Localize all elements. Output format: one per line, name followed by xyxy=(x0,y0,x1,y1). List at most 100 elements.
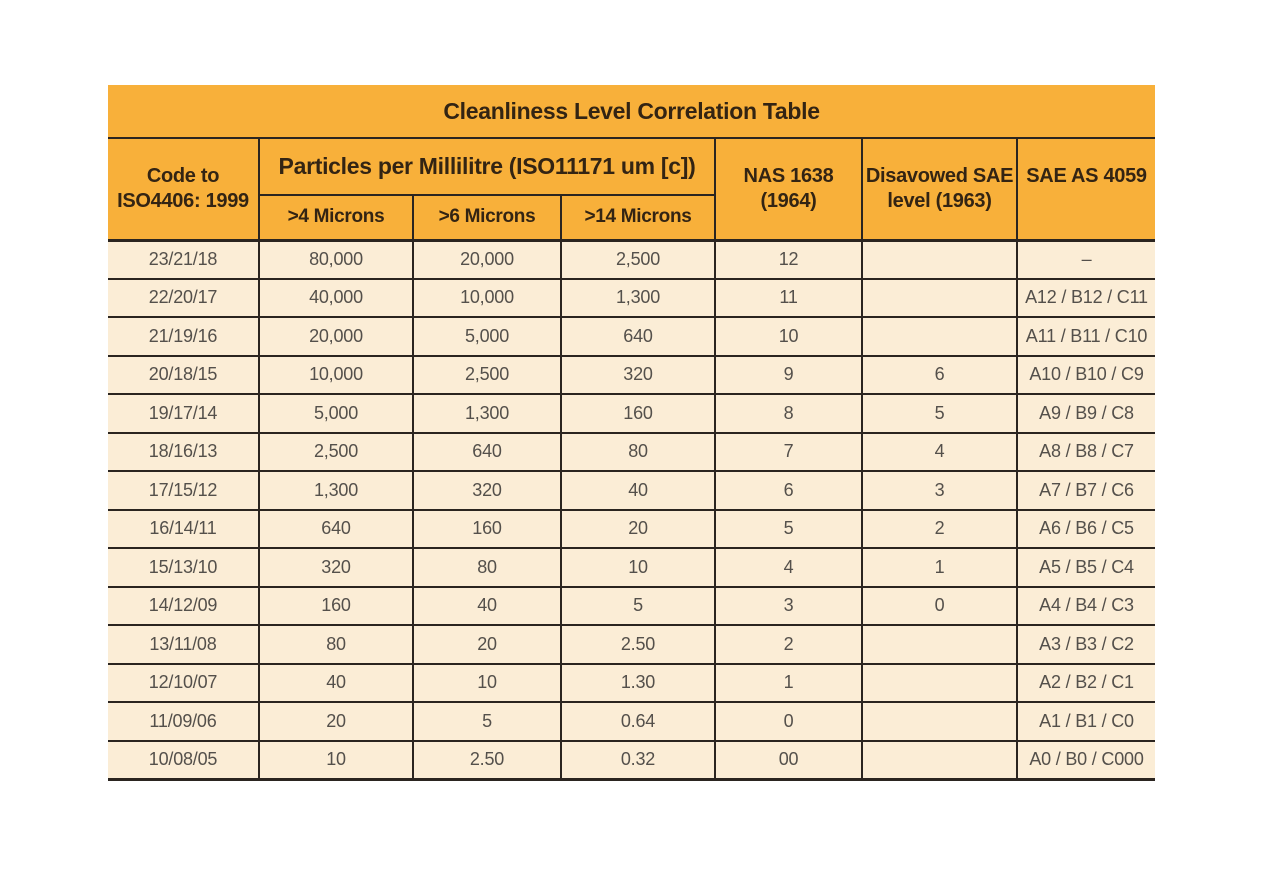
cell-disavowed-sae xyxy=(861,624,1018,665)
cell-gt6-microns: 10 xyxy=(412,662,562,703)
col-header-nas-line1: NAS 1638 xyxy=(743,164,834,187)
cell-gt4-microns: 320 xyxy=(258,547,414,588)
cell-gt6-microns: 160 xyxy=(412,508,562,549)
cell-gt14-microns: 80 xyxy=(560,431,716,472)
col-header-gt4-microns: >4 Microns xyxy=(258,195,414,242)
cell-iso4406-code: 19/17/14 xyxy=(108,393,260,434)
cell-gt4-microns: 80 xyxy=(258,624,414,665)
col-header-sae-as-4059: SAE AS 4059 xyxy=(1015,138,1156,242)
cell-nas-1638: 4 xyxy=(714,547,863,588)
cell-gt14-microns: 5 xyxy=(560,585,716,626)
cell-nas-1638: 11 xyxy=(714,277,863,318)
cell-iso4406-code: 22/20/17 xyxy=(108,277,260,318)
cell-gt14-microns: 320 xyxy=(560,354,716,395)
cell-nas-1638: 12 xyxy=(714,239,863,280)
table-title: Cleanliness Level Correlation Table xyxy=(108,85,1156,139)
cell-disavowed-sae xyxy=(861,739,1018,781)
cell-sae-as-4059: A8 / B8 / C7 xyxy=(1015,431,1156,472)
table-row: 22/20/17 40,000 10,000 1,300 11 A12 / B12 / C… xyxy=(108,277,1156,318)
col-header-iso4406-line1: Code to xyxy=(146,164,220,187)
cell-iso4406-code: 14/12/09 xyxy=(108,585,260,626)
cell-gt6-microns: 2,500 xyxy=(412,354,562,395)
cell-gt4-microns: 5,000 xyxy=(258,393,414,434)
cell-gt6-microns: 80 xyxy=(412,547,562,588)
table-row: 16/14/11 640 160 20 5 2 A6 / B6 / C5 xyxy=(108,508,1156,549)
cell-disavowed-sae: 3 xyxy=(861,470,1018,511)
cell-iso4406-code: 21/19/16 xyxy=(108,316,260,357)
col-group-particles-per-millilitre: Particles per Millilitre (ISO11171 um [c… xyxy=(258,138,716,196)
cell-iso4406-code: 23/21/18 xyxy=(108,239,260,280)
header-sub-row: >4 Microns >6 Microns >14 Microns xyxy=(108,195,1155,242)
table-row: 15/13/10 320 80 10 4 1 A5 / B5 / C4 xyxy=(108,547,1156,588)
col-header-disavowed-sae: Disavowed SAE level (1963) xyxy=(861,138,1018,242)
cell-gt4-microns: 10,000 xyxy=(258,354,414,395)
cell-gt14-microns: 2.50 xyxy=(560,624,716,665)
cell-sae-as-4059: A10 / B10 / C9 xyxy=(1015,354,1156,395)
cell-gt4-microns: 10 xyxy=(258,739,414,781)
cell-iso4406-code: 18/16/13 xyxy=(108,431,260,472)
cell-gt4-microns: 40 xyxy=(258,662,414,703)
cell-disavowed-sae: 2 xyxy=(861,508,1018,549)
col-header-disavowed-line1: Disavowed SAE xyxy=(865,164,1014,187)
cell-disavowed-sae xyxy=(861,316,1018,357)
col-header-nas-line2: (1964) xyxy=(760,189,817,212)
cell-gt6-microns: 1,300 xyxy=(412,393,562,434)
cell-nas-1638: 7 xyxy=(714,431,863,472)
cell-nas-1638: 2 xyxy=(714,624,863,665)
cleanliness-table-container: Cleanliness Level Correlation Table Code… xyxy=(108,85,1156,781)
cell-sae-as-4059: A0 / B0 / C000 xyxy=(1015,739,1156,781)
cell-disavowed-sae xyxy=(861,239,1018,280)
cell-sae-as-4059: A9 / B9 / C8 xyxy=(1015,393,1156,434)
cell-gt4-microns: 80,000 xyxy=(258,239,414,280)
cell-gt14-microns: 10 xyxy=(560,547,716,588)
cell-sae-as-4059: A12 / B12 / C11 xyxy=(1015,277,1156,318)
cell-gt4-microns: 1,300 xyxy=(258,470,414,511)
cell-iso4406-code: 17/15/12 xyxy=(108,470,260,511)
cell-gt14-microns: 2,500 xyxy=(560,239,716,280)
cell-gt6-microns: 20,000 xyxy=(412,239,562,280)
cell-nas-1638: 3 xyxy=(714,585,863,626)
cell-disavowed-sae xyxy=(861,701,1018,742)
cell-nas-1638: 00 xyxy=(714,739,863,781)
cell-sae-as-4059: – xyxy=(1015,239,1156,280)
cell-disavowed-sae: 4 xyxy=(861,431,1018,472)
cell-iso4406-code: 11/09/06 xyxy=(108,701,260,742)
table-row: 18/16/13 2,500 640 80 7 4 A8 / B8 / C7 xyxy=(108,431,1156,472)
cell-nas-1638: 10 xyxy=(714,316,863,357)
cell-gt6-microns: 5 xyxy=(412,701,562,742)
cell-gt6-microns: 640 xyxy=(412,431,562,472)
cell-gt6-microns: 40 xyxy=(412,585,562,626)
cell-sae-as-4059: A5 / B5 / C4 xyxy=(1015,547,1156,588)
cell-disavowed-sae: 0 xyxy=(861,585,1018,626)
table-row: 21/19/16 20,000 5,000 640 10 A11 / B11 / C10 xyxy=(108,316,1156,357)
cell-gt14-microns: 20 xyxy=(560,508,716,549)
cell-nas-1638: 1 xyxy=(714,662,863,703)
cell-disavowed-sae xyxy=(861,277,1018,318)
cell-sae-as-4059: A7 / B7 / C6 xyxy=(1015,470,1156,511)
col-header-gt6-microns: >6 Microns xyxy=(412,195,562,242)
table-row: 10/08/05 10 2.50 0.32 00 A0 / B0 / C000 xyxy=(108,739,1156,781)
cell-iso4406-code: 10/08/05 xyxy=(108,739,260,781)
cell-gt6-microns: 2.50 xyxy=(412,739,562,781)
cell-sae-as-4059: A6 / B6 / C5 xyxy=(1015,508,1156,549)
table-row: 12/10/07 40 10 1.30 1 A2 / B2 / C1 xyxy=(108,662,1156,703)
col-header-nas-1638: NAS 1638 (1964) xyxy=(714,138,863,242)
cell-sae-as-4059: A11 / B11 / C10 xyxy=(1015,316,1156,357)
cell-disavowed-sae: 5 xyxy=(861,393,1018,434)
table-row: 20/18/15 10,000 2,500 320 9 6 A10 / B10 / C9 xyxy=(108,354,1156,395)
cell-iso4406-code: 15/13/10 xyxy=(108,547,260,588)
cell-gt4-microns: 20,000 xyxy=(258,316,414,357)
cell-gt4-microns: 40,000 xyxy=(258,277,414,318)
cell-iso4406-code: 13/11/08 xyxy=(108,624,260,665)
cell-iso4406-code: 20/18/15 xyxy=(108,354,260,395)
col-header-disavowed-line2: level (1963) xyxy=(887,189,992,212)
cell-nas-1638: 6 xyxy=(714,470,863,511)
cell-sae-as-4059: A1 / B1 / C0 xyxy=(1015,701,1156,742)
cell-gt14-microns: 160 xyxy=(560,393,716,434)
table-row: 17/15/12 1,300 320 40 6 3 A7 / B7 / C6 xyxy=(108,470,1156,511)
col-header-gt14-microns: >14 Microns xyxy=(560,195,716,242)
cell-disavowed-sae: 1 xyxy=(861,547,1018,588)
cell-nas-1638: 8 xyxy=(714,393,863,434)
cell-gt6-microns: 5,000 xyxy=(412,316,562,357)
cleanliness-correlation-table: Cleanliness Level Correlation Table Code… xyxy=(108,85,1156,781)
